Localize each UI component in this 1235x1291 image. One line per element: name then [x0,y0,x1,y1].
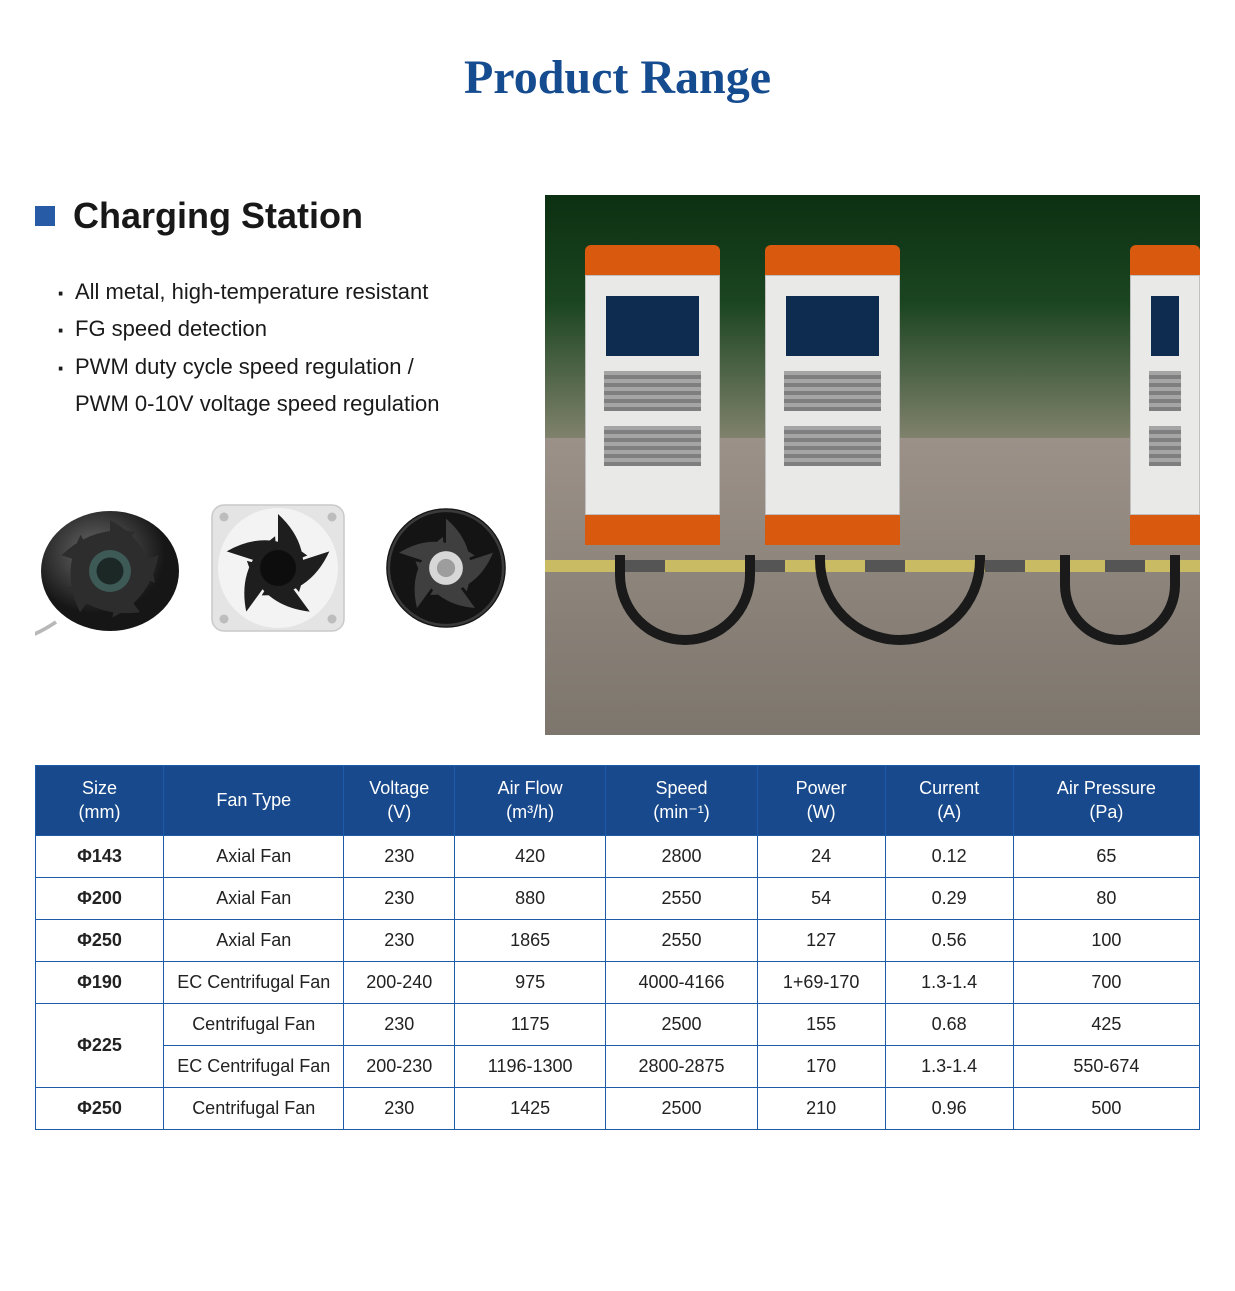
data-cell: 1425 [455,1087,606,1129]
table-row: Φ225Centrifugal Fan230117525001550.68425 [36,1003,1200,1045]
data-cell: 65 [1013,835,1199,877]
data-cell: 1865 [455,919,606,961]
data-cell: EC Centrifugal Fan [164,961,344,1003]
data-cell: Axial Fan [164,877,344,919]
table-header-cell: Air Pressure(Pa) [1013,766,1199,836]
table-row: Φ200Axial Fan2308802550540.2980 [36,877,1200,919]
feature-bullet: All metal, high-temperature resistant [75,273,521,310]
size-cell: Φ225 [36,1003,164,1087]
size-cell: Φ190 [36,961,164,1003]
fan-image-2 [203,493,353,643]
data-cell: 2800 [606,835,757,877]
fan-image-3 [371,493,521,643]
size-cell: Φ143 [36,835,164,877]
data-cell: 425 [1013,1003,1199,1045]
size-cell: Φ200 [36,877,164,919]
data-cell: 975 [455,961,606,1003]
section-header: Charging Station [35,195,521,237]
size-cell: Φ250 [36,1087,164,1129]
data-cell: 54 [757,877,885,919]
feature-bullet: PWM duty cycle speed regulation / [75,348,521,385]
data-cell: Axial Fan [164,835,344,877]
data-cell: 230 [344,919,455,961]
data-cell: 155 [757,1003,885,1045]
spec-table: Size(mm)Fan TypeVoltage(V)Air Flow(m³/h)… [35,765,1200,1130]
data-cell: 1.3-1.4 [885,961,1013,1003]
data-cell: 170 [757,1045,885,1087]
left-column: Charging Station All metal, high-tempera… [35,195,521,735]
data-cell: 0.68 [885,1003,1013,1045]
table-header-cell: Power(W) [757,766,885,836]
table-header-cell: Size(mm) [36,766,164,836]
top-row: Charging Station All metal, high-tempera… [35,195,1200,735]
data-cell: 700 [1013,961,1199,1003]
data-cell: 500 [1013,1087,1199,1129]
data-cell: 0.29 [885,877,1013,919]
data-cell: 2500 [606,1087,757,1129]
table-header-cell: Current(A) [885,766,1013,836]
fan-images-row [35,493,521,643]
data-cell: 200-240 [344,961,455,1003]
data-cell: 550-674 [1013,1045,1199,1087]
data-cell: 230 [344,877,455,919]
fan-image-1 [35,493,185,643]
data-cell: 1.3-1.4 [885,1045,1013,1087]
data-cell: 80 [1013,877,1199,919]
data-cell: 0.96 [885,1087,1013,1129]
table-header-cell: Fan Type [164,766,344,836]
data-cell: 0.56 [885,919,1013,961]
data-cell: 0.12 [885,835,1013,877]
table-row: EC Centrifugal Fan200-2301196-13002800-2… [36,1045,1200,1087]
data-cell: 230 [344,835,455,877]
data-cell: EC Centrifugal Fan [164,1045,344,1087]
data-cell: 2800-2875 [606,1045,757,1087]
feature-bullet: PWM 0-10V voltage speed regulation [75,385,521,422]
data-cell: Centrifugal Fan [164,1087,344,1129]
section-title: Charging Station [73,195,363,237]
table-header-cell: Air Flow(m³/h) [455,766,606,836]
data-cell: 1196-1300 [455,1045,606,1087]
data-cell: 4000-4166 [606,961,757,1003]
feature-bullet: FG speed detection [75,310,521,347]
data-cell: 2500 [606,1003,757,1045]
table-header-cell: Voltage(V) [344,766,455,836]
table-row: Φ250Centrifugal Fan230142525002100.96500 [36,1087,1200,1129]
charging-station-photo [545,195,1200,735]
size-cell: Φ250 [36,919,164,961]
page-title: Product Range [35,50,1200,105]
data-cell: 24 [757,835,885,877]
data-cell: 880 [455,877,606,919]
data-cell: 1+69-170 [757,961,885,1003]
data-cell: 200-230 [344,1045,455,1087]
data-cell: 230 [344,1003,455,1045]
table-row: Φ143Axial Fan2304202800240.1265 [36,835,1200,877]
table-row: Φ250Axial Fan230186525501270.56100 [36,919,1200,961]
data-cell: 230 [344,1087,455,1129]
feature-bullets: All metal, high-temperature resistantFG … [35,273,521,423]
data-cell: Centrifugal Fan [164,1003,344,1045]
data-cell: 100 [1013,919,1199,961]
table-row: Φ190EC Centrifugal Fan200-2409754000-416… [36,961,1200,1003]
data-cell: 210 [757,1087,885,1129]
blue-square-marker [35,206,55,226]
data-cell: 2550 [606,919,757,961]
data-cell: Axial Fan [164,919,344,961]
data-cell: 1175 [455,1003,606,1045]
table-header-row: Size(mm)Fan TypeVoltage(V)Air Flow(m³/h)… [36,766,1200,836]
data-cell: 127 [757,919,885,961]
table-header-cell: Speed(min⁻¹) [606,766,757,836]
data-cell: 420 [455,835,606,877]
data-cell: 2550 [606,877,757,919]
